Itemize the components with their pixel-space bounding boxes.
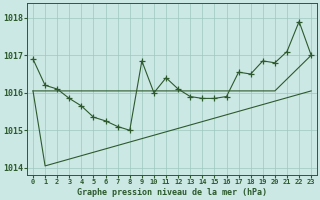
X-axis label: Graphe pression niveau de la mer (hPa): Graphe pression niveau de la mer (hPa) [77, 188, 267, 197]
